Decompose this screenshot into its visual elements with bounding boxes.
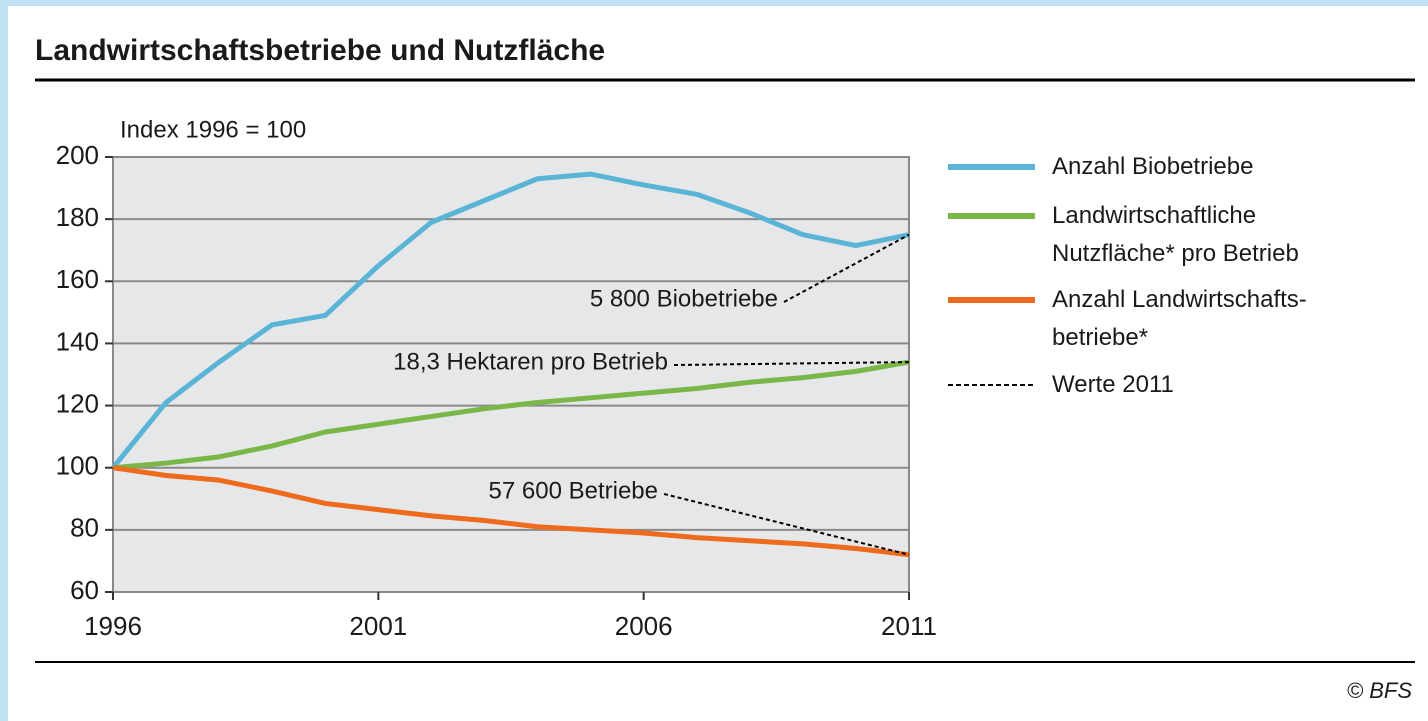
y-tick-label: 200 <box>56 140 99 170</box>
legend-label: Werte 2011 <box>1052 366 1174 404</box>
legend-label: Anzahl Biobetriebe <box>1052 148 1253 186</box>
annotation: 18,3 Hektaren pro Betrieb <box>393 348 668 375</box>
annotation: 57 600 Betriebe <box>489 477 658 504</box>
x-tick-label: 1996 <box>84 611 142 641</box>
y-tick-label: 60 <box>70 575 99 605</box>
legend-label: Landwirtschaftliche Nutzfläche* pro Betr… <box>1052 197 1299 273</box>
y-tick-label: 100 <box>56 451 99 481</box>
x-tick-label: 2001 <box>349 611 407 641</box>
y-tick-label: 180 <box>56 202 99 232</box>
frame-top <box>0 0 1428 6</box>
y-tick-label: 160 <box>56 264 99 294</box>
y-tick-label: 80 <box>70 513 99 543</box>
annotation: 5 800 Biobetriebe <box>590 285 778 312</box>
page: Landwirtschaftsbetriebe und Nutzfläche I… <box>0 0 1428 721</box>
chart-title: Landwirtschaftsbetriebe und Nutzfläche <box>35 34 605 67</box>
legend-label: Anzahl Landwirtschafts- betriebe* <box>1052 281 1307 357</box>
y-tick-label: 120 <box>56 388 99 418</box>
frame-left <box>0 0 8 721</box>
y-axis-label: Index 1996 = 100 <box>120 116 306 143</box>
chart: Landwirtschaftsbetriebe und Nutzfläche I… <box>0 0 1428 721</box>
x-tick-label: 2011 <box>881 611 937 641</box>
y-tick-label: 140 <box>56 326 99 356</box>
source: © BFS <box>1347 678 1412 703</box>
x-tick-label: 2006 <box>615 611 673 641</box>
